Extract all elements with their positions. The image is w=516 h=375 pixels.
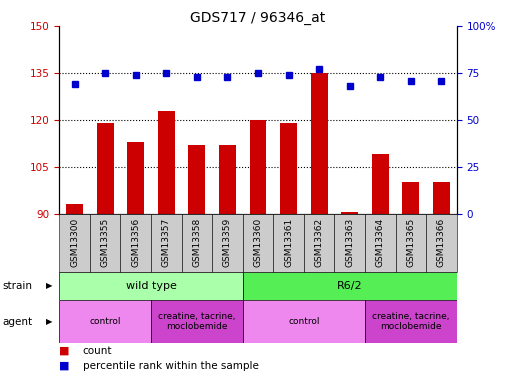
Text: ■: ■	[59, 361, 70, 370]
Bar	[188, 145, 205, 214]
Text: agent: agent	[3, 316, 33, 327]
Text: GSM13300: GSM13300	[70, 218, 79, 267]
Text: control: control	[89, 317, 121, 326]
Bar	[250, 120, 266, 214]
Text: creatine, tacrine,
moclobemide: creatine, tacrine, moclobemide	[158, 312, 236, 331]
Text: ▶: ▶	[46, 281, 52, 290]
Bar	[66, 204, 83, 214]
Bar	[280, 123, 297, 214]
Text: ▶: ▶	[46, 317, 52, 326]
Text: GSM13362: GSM13362	[315, 218, 324, 267]
Bar	[311, 73, 328, 214]
Text: GSM13365: GSM13365	[406, 218, 415, 267]
Text: GSM13355: GSM13355	[101, 218, 110, 267]
Text: control: control	[288, 317, 319, 326]
Bar	[402, 183, 419, 214]
Text: GSM13356: GSM13356	[131, 218, 140, 267]
Text: wild type: wild type	[125, 281, 176, 291]
Bar	[372, 154, 389, 214]
FancyBboxPatch shape	[59, 300, 151, 343]
Bar	[97, 123, 114, 214]
Bar	[219, 145, 236, 214]
Text: GSM13361: GSM13361	[284, 218, 293, 267]
Text: ■: ■	[59, 346, 70, 355]
Text: GSM13364: GSM13364	[376, 218, 385, 267]
Text: GSM13360: GSM13360	[253, 218, 263, 267]
FancyBboxPatch shape	[151, 300, 243, 343]
Text: GSM13359: GSM13359	[223, 218, 232, 267]
Bar	[341, 212, 358, 214]
FancyBboxPatch shape	[365, 300, 457, 343]
Text: GDS717 / 96346_at: GDS717 / 96346_at	[190, 11, 326, 25]
Text: percentile rank within the sample: percentile rank within the sample	[83, 361, 259, 370]
Bar	[158, 111, 175, 214]
Text: R6/2: R6/2	[337, 281, 363, 291]
Text: GSM13363: GSM13363	[345, 218, 354, 267]
FancyBboxPatch shape	[59, 272, 243, 300]
Text: creatine, tacrine,
moclobemide: creatine, tacrine, moclobemide	[372, 312, 449, 331]
Bar	[433, 183, 450, 214]
Text: GSM13357: GSM13357	[162, 218, 171, 267]
Text: strain: strain	[3, 281, 33, 291]
Bar	[127, 142, 144, 214]
Text: count: count	[83, 346, 112, 355]
Text: GSM13358: GSM13358	[192, 218, 201, 267]
Text: GSM13366: GSM13366	[437, 218, 446, 267]
FancyBboxPatch shape	[243, 300, 365, 343]
FancyBboxPatch shape	[243, 272, 457, 300]
